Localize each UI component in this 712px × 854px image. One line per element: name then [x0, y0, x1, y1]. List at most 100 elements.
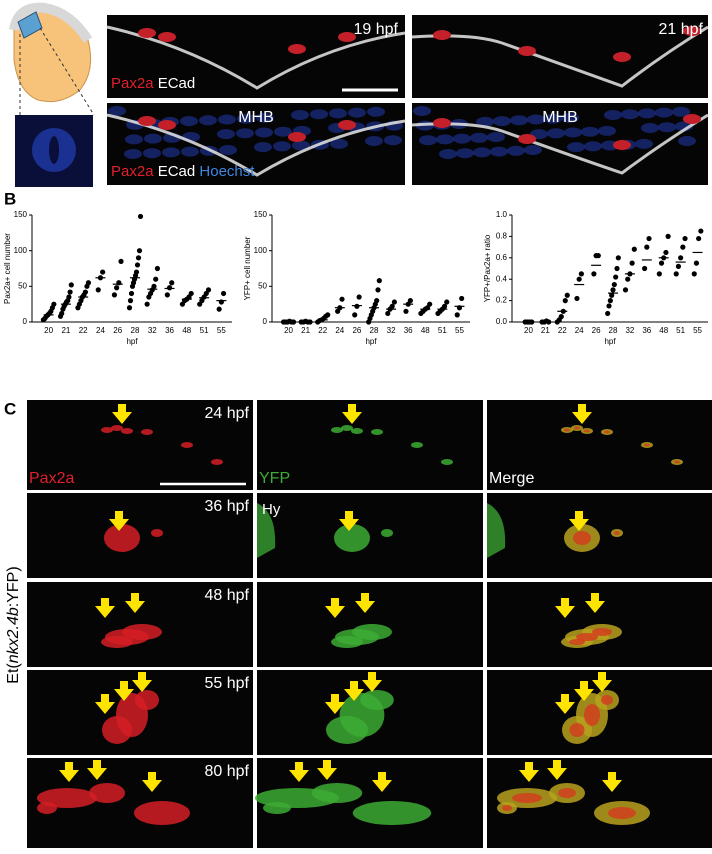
side-label-suffix: :YFP): [5, 566, 22, 607]
data-point: [673, 271, 679, 277]
x-tick-label: 55: [693, 326, 702, 335]
pax2a-cell: [158, 120, 176, 130]
data-point: [576, 276, 582, 282]
nucleus: [567, 142, 585, 153]
arrow: [289, 762, 309, 782]
nucleus: [219, 145, 237, 155]
data-point: [663, 249, 669, 256]
cell: [121, 428, 133, 434]
tissue-label: Hy: [262, 501, 281, 518]
data-point: [678, 255, 684, 261]
data-point: [407, 298, 413, 304]
cell-core: [604, 430, 610, 434]
data-point: [675, 263, 682, 269]
x-tick-label: 21: [541, 326, 550, 335]
nucleus: [181, 146, 199, 157]
cell: [311, 783, 363, 803]
pax2a-cell: [138, 28, 156, 38]
cell: [381, 529, 393, 537]
data-point: [564, 292, 570, 298]
y-tick-label: 0.4: [496, 274, 508, 283]
data-point: [454, 312, 460, 318]
pax2a-cell: [518, 46, 536, 56]
time-label: 21 hpf: [659, 21, 704, 38]
arrow: [114, 681, 134, 701]
data-point: [625, 276, 631, 282]
arrow: [602, 772, 622, 792]
data-point: [356, 294, 362, 300]
data-point: [665, 233, 671, 239]
x-tick-label: 22: [558, 326, 567, 335]
nucleus: [162, 147, 180, 158]
stain-name: ECad: [158, 163, 200, 180]
nucleus: [180, 116, 198, 127]
nucleus: [367, 106, 385, 117]
data-point: [574, 295, 580, 302]
cell: [331, 427, 343, 433]
pax2a-cell: [288, 132, 306, 142]
cell: [104, 524, 140, 552]
nucleus: [487, 132, 505, 142]
data-point: [111, 292, 118, 298]
nucleus: [256, 112, 274, 123]
nucleus: [493, 116, 511, 127]
x-tick-label: 28: [370, 326, 379, 335]
x-tick-label: 55: [217, 326, 226, 335]
x-tick-label: 26: [113, 326, 122, 335]
cell: [101, 636, 133, 648]
cell-core: [584, 704, 600, 726]
x-tick-label: 20: [44, 326, 53, 335]
cell: [326, 716, 368, 744]
x-tick-label: 24: [335, 326, 344, 335]
panel-label: C: [4, 399, 16, 418]
data-point: [68, 282, 74, 288]
y-tick-label: 150: [254, 210, 268, 219]
micrograph: [412, 15, 708, 98]
data-point: [354, 303, 360, 309]
pax2a-cell: [683, 26, 701, 36]
nucleus: [527, 114, 545, 125]
nucleus: [254, 142, 272, 153]
x-tick-label: 26: [592, 326, 601, 335]
data-point: [595, 253, 601, 259]
pax2a-cell: [288, 44, 306, 54]
micrograph: [27, 493, 253, 578]
data-point: [615, 255, 621, 261]
nucleus: [329, 108, 347, 119]
cell: [352, 801, 432, 825]
data-point: [126, 305, 133, 311]
data-point: [339, 296, 345, 302]
data-point: [607, 298, 613, 304]
data-point: [100, 269, 106, 275]
cell: [181, 442, 193, 448]
data-point: [352, 312, 358, 318]
data-point: [67, 289, 73, 295]
nucleus: [635, 138, 653, 149]
cell: [111, 425, 123, 431]
data-point: [114, 285, 120, 291]
data-point: [376, 278, 382, 284]
pax2a-cell: [613, 52, 631, 62]
side-label: Et(nkx2.4b:YFP): [5, 566, 22, 683]
pax2a-cell: [338, 32, 356, 42]
cell: [352, 624, 392, 640]
y-tick-label: 0: [263, 317, 268, 326]
cell-core: [558, 788, 576, 798]
nucleus: [544, 113, 562, 124]
cell-core: [574, 426, 580, 430]
nucleus: [144, 133, 162, 144]
data-point: [606, 303, 612, 309]
nucleus: [581, 126, 599, 137]
data-point: [51, 301, 57, 307]
x-tick-label: 28: [609, 326, 618, 335]
data-point: [144, 301, 150, 307]
cell: [101, 427, 113, 433]
x-tick-label: 22: [318, 326, 327, 335]
cell: [102, 716, 132, 744]
x-tick-label: 51: [200, 326, 209, 335]
nucleus: [384, 135, 402, 146]
stain-name: Pax2a: [111, 75, 158, 92]
nucleus: [143, 148, 161, 159]
cell: [141, 429, 153, 435]
cell: [122, 624, 162, 640]
